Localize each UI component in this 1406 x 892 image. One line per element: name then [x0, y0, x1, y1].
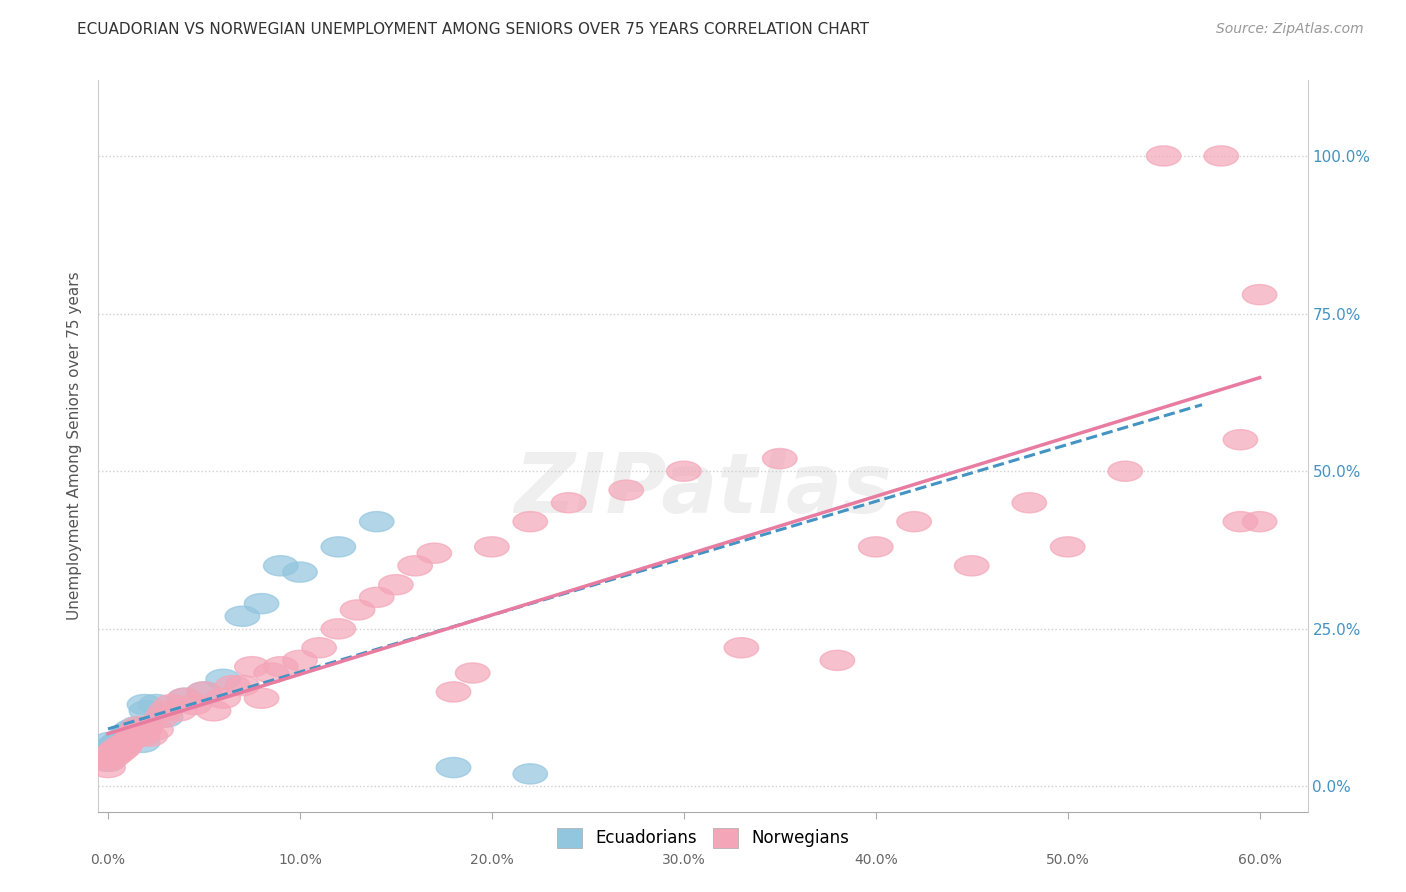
Text: 60.0%: 60.0% [1237, 853, 1281, 867]
Text: 0.0%: 0.0% [90, 853, 125, 867]
Text: 20.0%: 20.0% [470, 853, 513, 867]
Text: ECUADORIAN VS NORWEGIAN UNEMPLOYMENT AMONG SENIORS OVER 75 YEARS CORRELATION CHA: ECUADORIAN VS NORWEGIAN UNEMPLOYMENT AMO… [77, 22, 869, 37]
Y-axis label: Unemployment Among Seniors over 75 years: Unemployment Among Seniors over 75 years [67, 272, 83, 620]
Text: Source: ZipAtlas.com: Source: ZipAtlas.com [1216, 22, 1364, 37]
Text: ZIPatlas: ZIPatlas [515, 450, 891, 531]
Text: 40.0%: 40.0% [853, 853, 897, 867]
Text: 10.0%: 10.0% [278, 853, 322, 867]
Text: 30.0%: 30.0% [662, 853, 706, 867]
Text: 50.0%: 50.0% [1046, 853, 1090, 867]
Legend: Ecuadorians, Norwegians: Ecuadorians, Norwegians [550, 821, 856, 855]
